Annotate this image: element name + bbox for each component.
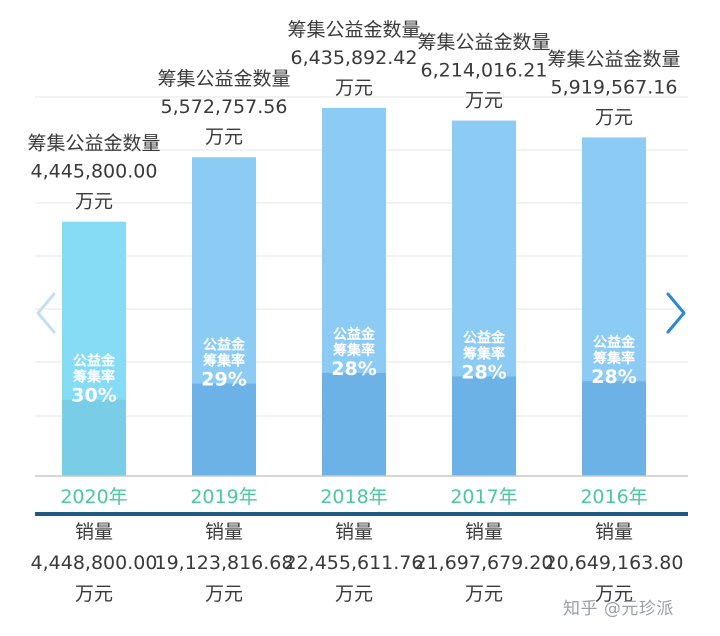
sales-title: 销量 <box>465 521 503 543</box>
sales-unit: 万元 <box>465 583 503 605</box>
top-label-value: 6,435,892.42 <box>291 47 418 69</box>
ratio-label: 公益金 <box>203 337 246 354</box>
sales-value: 4,448,800.00 <box>31 552 158 574</box>
x-tick-label: 2016年 <box>580 486 647 508</box>
ratio-value: 29% <box>201 369 246 391</box>
top-label-title: 筹集公益金数量 <box>547 48 680 70</box>
sales-title: 销量 <box>205 521 243 543</box>
top-label-title: 筹集公益金数量 <box>417 32 550 54</box>
top-label-unit: 万元 <box>75 191 113 213</box>
sales-value: 20,649,163.80 <box>544 552 683 574</box>
ratio-bar <box>192 383 256 476</box>
ratio-bar <box>582 381 646 476</box>
chevron-left-icon[interactable] <box>32 290 62 336</box>
x-tick-label: 2017年 <box>450 486 517 508</box>
ratio-label: 公益金 <box>463 329 506 346</box>
ratio-label: 公益金 <box>73 353 116 370</box>
sales-title: 销量 <box>75 521 113 543</box>
ratio-bar <box>452 376 516 476</box>
top-label-value: 5,572,757.56 <box>161 96 288 118</box>
sales-value: 19,123,816.68 <box>154 552 293 574</box>
sales-unit: 万元 <box>205 583 243 605</box>
ratio-label: 公益金 <box>333 326 376 343</box>
ratio-bar <box>62 399 126 476</box>
sales-unit: 万元 <box>335 583 373 605</box>
x-tick-label: 2020年 <box>60 486 127 508</box>
ratio-label: 筹集率 <box>203 353 245 370</box>
ratio-bar <box>322 372 386 476</box>
ratio-label: 筹集率 <box>73 369 115 386</box>
watermark: 知乎 @元珍派 <box>563 599 674 619</box>
sales-value: 21,697,679.20 <box>414 552 553 574</box>
ratio-label: 筹集率 <box>463 345 505 362</box>
ratio-value: 30% <box>71 385 116 407</box>
ratio-value: 28% <box>331 358 376 380</box>
ratio-label: 筹集率 <box>593 350 635 367</box>
top-label-title: 筹集公益金数量 <box>157 68 290 90</box>
chevron-right-icon[interactable] <box>660 290 690 336</box>
top-label-unit: 万元 <box>595 106 633 128</box>
x-tick-label: 2019年 <box>190 486 257 508</box>
top-label-unit: 万元 <box>205 126 243 148</box>
ratio-value: 28% <box>461 361 506 383</box>
sales-unit: 万元 <box>595 583 633 605</box>
top-label-title: 筹集公益金数量 <box>27 133 160 155</box>
top-label-value: 4,445,800.00 <box>31 161 158 183</box>
sales-unit: 万元 <box>75 583 113 605</box>
top-label-value: 5,919,567.16 <box>551 76 678 98</box>
axis-separator <box>35 512 688 516</box>
top-label-unit: 万元 <box>465 90 503 112</box>
top-label-unit: 万元 <box>335 77 373 99</box>
ratio-label: 筹集率 <box>333 342 375 359</box>
sales-value: 22,455,611.76 <box>284 552 423 574</box>
ratio-label: 公益金 <box>593 334 636 351</box>
top-label-value: 6,214,016.21 <box>421 60 548 82</box>
x-tick-label: 2018年 <box>320 486 387 508</box>
top-label-title: 筹集公益金数量 <box>287 19 420 41</box>
sales-title: 销量 <box>335 521 373 543</box>
sales-title: 销量 <box>595 521 633 543</box>
ratio-value: 28% <box>591 366 636 388</box>
